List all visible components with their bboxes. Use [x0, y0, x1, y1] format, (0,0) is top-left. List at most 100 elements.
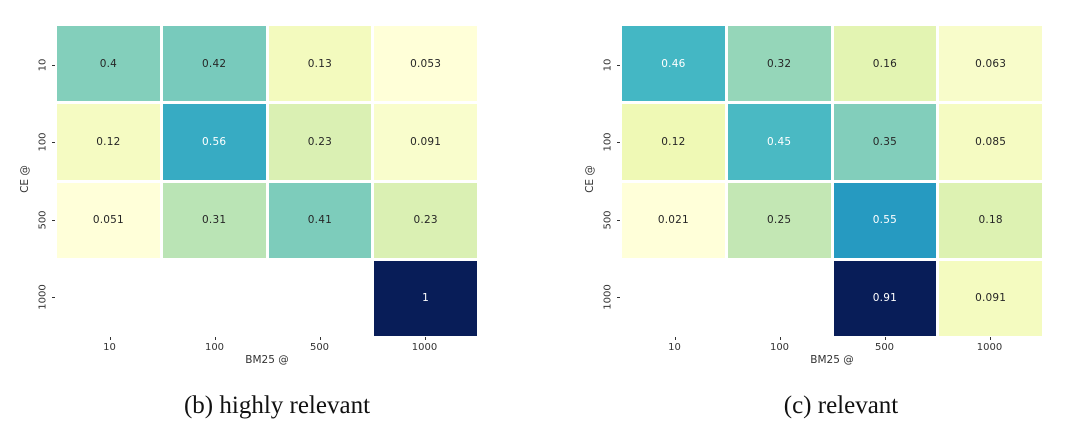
heatmap-cell: 0.31 — [162, 182, 266, 258]
heatmap-cell — [163, 261, 266, 336]
x-tick-mark — [424, 337, 426, 340]
heatmap-cell: 0.091 — [374, 104, 477, 180]
x-axis-label: BM25 @ — [810, 354, 854, 366]
x-tick-label: 1000 — [411, 342, 438, 353]
heatmap-cell: 0.23 — [374, 182, 477, 258]
cell-value: 0.32 — [767, 57, 792, 70]
cell-value: 0.13 — [307, 57, 332, 70]
heatmap-cell: 0.25 — [727, 182, 831, 258]
heatmap-cell: 0.12 — [622, 104, 725, 180]
cell-value: 0.091 — [410, 135, 442, 148]
heatmap-cell: 0.091 — [939, 260, 1042, 336]
cell-value: 0.45 — [767, 135, 792, 148]
heatmap-cell: 0.4 — [57, 26, 160, 102]
x-tick-mark — [109, 337, 111, 340]
cell-value: 0.35 — [872, 135, 897, 148]
heatmap-cell: 1 — [374, 260, 477, 336]
y-tick-mark — [617, 142, 620, 144]
heatmap-cell: 0.021 — [622, 182, 725, 258]
y-tick-mark — [617, 64, 620, 66]
y-axis-label: CE @ — [19, 165, 31, 193]
cell-value: 0.4 — [99, 57, 118, 70]
heatmap-grid: 0.4 0.42 0.13 0.053 0.12 0.56 0.23 0.091 0.051 0.… — [57, 26, 477, 336]
y-tick-label: 10 — [37, 58, 49, 72]
heatmap-cell: 0.23 — [268, 104, 372, 180]
cell-value: 0.41 — [307, 214, 332, 227]
heatmap-cell: 0.16 — [833, 26, 937, 102]
heatmap-cell: 0.55 — [833, 182, 937, 258]
cell-value: 0.16 — [872, 57, 897, 70]
heatmap-cell: 0.91 — [833, 260, 937, 336]
cell-value: 0.18 — [978, 214, 1003, 227]
cell-value: 0.23 — [307, 135, 332, 148]
heatmap-cell — [57, 261, 160, 336]
cell-value: 0.021 — [657, 214, 689, 227]
y-tick-label: 500 — [602, 210, 614, 230]
heatmap-cell: 0.12 — [57, 104, 160, 180]
x-tick-label: 100 — [204, 342, 225, 353]
heatmap-cell: 0.41 — [268, 182, 372, 258]
cell-value: 0.12 — [96, 135, 121, 148]
y-tick-label: 100 — [602, 132, 614, 152]
heatmap-cell: 0.42 — [162, 26, 266, 102]
y-tick-label: 500 — [37, 210, 49, 230]
y-tick-mark — [617, 219, 620, 221]
heatmap-cell: 0.32 — [727, 26, 831, 102]
cell-value: 0.56 — [202, 135, 227, 148]
subplot-caption: (b) highly relevant — [183, 392, 371, 419]
x-tick-label: 100 — [769, 342, 790, 353]
heatmap-cell — [728, 261, 831, 336]
x-tick-mark — [884, 337, 886, 340]
heatmap-cell: 0.35 — [833, 104, 937, 180]
cell-value: 0.051 — [92, 214, 124, 227]
y-tick-label: 1000 — [37, 284, 49, 310]
cell-value: 0.25 — [767, 214, 792, 227]
x-tick-mark — [779, 337, 781, 340]
x-axis-label: BM25 @ — [245, 354, 289, 366]
x-tick-mark — [989, 337, 991, 340]
heatmap-panel-highly-relevant: 0.4 0.42 0.13 0.053 0.12 0.56 0.23 0.091 0.051 0.… — [19, 26, 477, 419]
heatmap-grid: 0.46 0.32 0.16 0.063 0.12 0.45 0.35 0.085 0.021 0… — [622, 26, 1042, 336]
x-tick-label: 10 — [103, 342, 116, 353]
y-tick-mark — [52, 219, 55, 221]
y-tick-mark — [617, 297, 620, 299]
x-tick-label: 500 — [309, 342, 330, 353]
x-tick-label: 1000 — [976, 342, 1003, 353]
y-tick-label: 1000 — [602, 284, 614, 310]
x-tick-label: 500 — [874, 342, 895, 353]
heatmap-cell: 0.45 — [727, 104, 831, 180]
cell-value: 0.55 — [872, 214, 897, 227]
heatmap-cell: 0.46 — [622, 26, 725, 102]
heatmap-cell: 0.085 — [939, 104, 1042, 180]
cell-value: 0.085 — [975, 135, 1007, 148]
heatmap-cell: 0.13 — [268, 26, 372, 102]
heatmap-cell: 0.56 — [162, 104, 266, 180]
subplot-caption: (c) relevant — [783, 392, 899, 419]
x-tick-mark — [214, 337, 216, 340]
cell-value: 0.42 — [202, 57, 227, 70]
heatmap-cell — [622, 261, 725, 336]
heatmap-cell: 0.063 — [939, 26, 1042, 102]
heatmap-cell: 0.051 — [57, 182, 160, 258]
y-tick-label: 100 — [37, 132, 49, 152]
cell-value: 0.063 — [975, 57, 1007, 70]
heatmap-cell: 0.053 — [374, 26, 477, 102]
y-tick-mark — [52, 142, 55, 144]
y-tick-label: 10 — [602, 58, 614, 72]
x-tick-mark — [319, 337, 321, 340]
cell-value: 0.091 — [975, 292, 1007, 305]
cell-value: 0.46 — [661, 57, 686, 70]
cell-value: 0.23 — [413, 214, 438, 227]
cell-value: 0.31 — [202, 214, 227, 227]
heatmap-cell — [269, 261, 372, 336]
cell-value: 0.91 — [872, 292, 897, 305]
y-axis-label: CE @ — [584, 165, 596, 193]
x-tick-label: 10 — [668, 342, 681, 353]
y-tick-mark — [52, 297, 55, 299]
heatmap-cell: 0.18 — [939, 182, 1042, 258]
cell-value: 0.053 — [410, 57, 442, 70]
cell-value: 1 — [422, 292, 430, 305]
cell-value: 0.12 — [661, 135, 686, 148]
heatmap-panel-relevant: 0.46 0.32 0.16 0.063 0.12 0.45 0.35 0.085 0.021 0… — [540, 0, 1080, 445]
y-tick-mark — [52, 64, 55, 66]
